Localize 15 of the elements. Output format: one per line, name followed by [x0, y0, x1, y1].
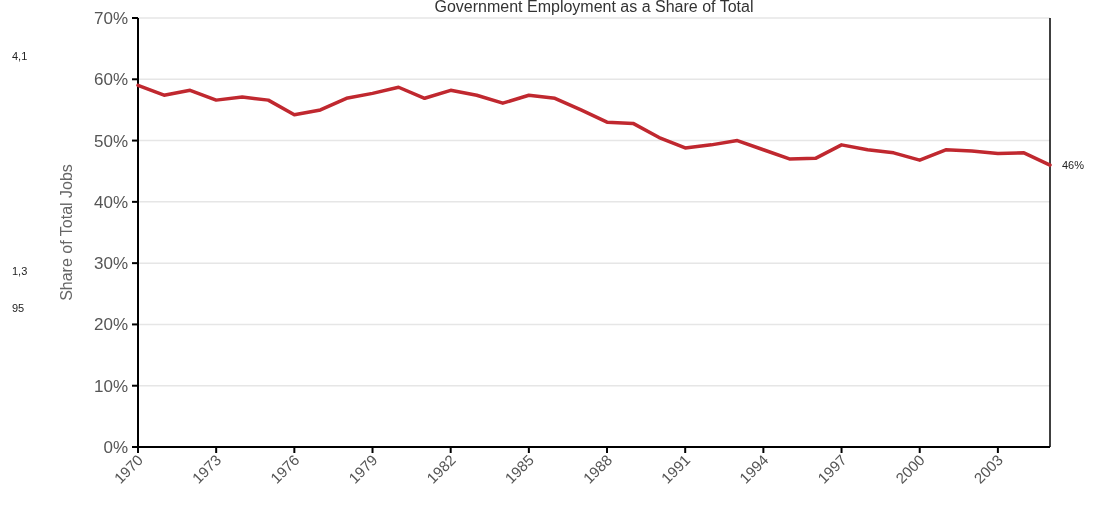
y-tick-label: 60% [93, 70, 128, 90]
text: 4,1 [12, 50, 28, 62]
text: 95 [12, 302, 25, 314]
y-tick-label: 20% [93, 315, 128, 335]
y-tick-label: 10% [93, 376, 128, 396]
y-tick-label: 50% [93, 131, 128, 151]
text: 1,3 [12, 265, 28, 277]
y-tick-label: 70% [93, 9, 128, 28]
y-tick-label: 0% [103, 438, 128, 457]
chart-title: Government Employment as a Share of Total [434, 0, 754, 15]
line-series [136, 83, 1052, 167]
y-tick-label: 40% [93, 192, 128, 212]
y-axis-title: Share of Total Jobs [58, 164, 75, 301]
y-tick-label: 30% [93, 254, 128, 274]
data-label: 46% [1062, 159, 1085, 172]
